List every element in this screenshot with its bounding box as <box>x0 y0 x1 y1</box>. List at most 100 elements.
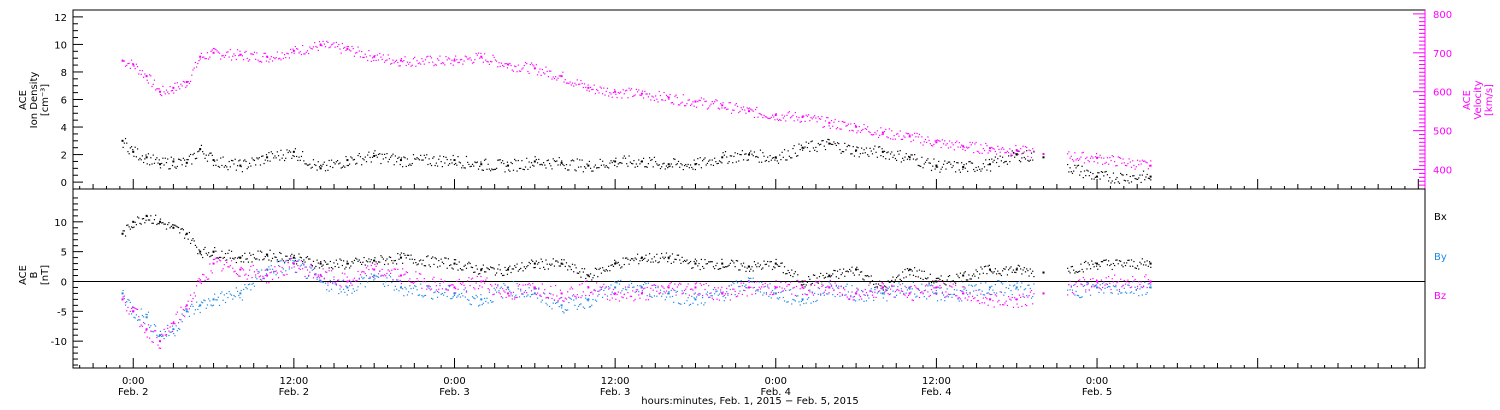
by-sample <box>474 298 476 300</box>
velocity-sample <box>477 52 480 54</box>
by-sample <box>873 299 875 301</box>
bz-point <box>159 340 162 343</box>
by-sample <box>549 305 551 308</box>
velocity-sample <box>616 96 618 99</box>
by-sample <box>708 296 710 298</box>
by-point <box>145 316 148 319</box>
bx-sample <box>540 258 542 260</box>
density-sample <box>644 166 646 168</box>
velocity-sample <box>181 85 183 87</box>
bz-sample <box>1018 294 1021 296</box>
velocity-sample <box>624 90 627 92</box>
bz-sample <box>665 290 668 292</box>
velocity-sample <box>650 99 652 101</box>
by-sample <box>997 280 999 282</box>
density-sample <box>361 164 363 166</box>
velocity-sample <box>668 98 670 100</box>
density-sample <box>212 164 215 167</box>
bx-sample <box>550 264 552 266</box>
bz-sample <box>993 306 995 308</box>
velocity-sample <box>1144 160 1146 162</box>
by-sample <box>745 284 747 286</box>
bx-sample <box>739 269 741 271</box>
velocity-sample <box>873 133 875 136</box>
by-sample <box>799 304 801 306</box>
by-sample <box>630 282 633 285</box>
bz-sample <box>604 293 606 295</box>
date-tick-label: Feb. 4 <box>761 387 791 398</box>
bz-sample <box>186 308 188 310</box>
density-sample <box>481 169 483 171</box>
velocity-sample <box>422 60 424 62</box>
density-sample <box>747 159 749 161</box>
density-sample <box>589 167 592 169</box>
by-sample <box>865 300 868 302</box>
density-sample <box>283 159 286 162</box>
velocity-sample <box>412 58 415 60</box>
bx-sample <box>741 265 743 267</box>
density-sample <box>682 168 684 171</box>
velocity-sample <box>797 119 799 121</box>
bx-sample <box>444 257 446 259</box>
density-sample <box>624 157 627 159</box>
density-sample <box>524 166 527 168</box>
bx-sample <box>661 252 663 255</box>
bz-sample <box>903 293 905 296</box>
bx-sample <box>704 258 706 261</box>
bz-sample <box>324 271 327 273</box>
bx-sample <box>861 271 863 273</box>
velocity-sample <box>838 120 840 123</box>
velocity-sample <box>1128 158 1130 160</box>
velocity-sample <box>968 146 970 149</box>
bz-sample <box>264 269 266 271</box>
bz-sample <box>1126 281 1128 283</box>
velocity-sample <box>841 120 843 123</box>
density-sample <box>463 167 465 169</box>
by-sample <box>215 299 217 301</box>
velocity-sample <box>546 70 548 72</box>
bz-sample <box>136 308 139 311</box>
bx-sample <box>656 253 658 255</box>
time-tick-label: 0:00 <box>122 376 144 387</box>
by-sample <box>656 295 658 297</box>
velocity-sample <box>689 104 692 106</box>
density-sample <box>210 152 212 154</box>
bx-sample <box>848 268 851 271</box>
velocity-sample <box>1093 161 1095 163</box>
bz-sample <box>685 288 687 290</box>
density-point <box>667 163 670 166</box>
bx-sample <box>873 283 875 286</box>
bz-sample <box>240 266 242 269</box>
density-tick-label: 6 <box>61 96 67 107</box>
density-sample <box>544 164 546 166</box>
bx-point <box>159 220 162 223</box>
bz-sample <box>408 280 410 282</box>
by-sample <box>252 282 254 284</box>
date-tick-label: Feb. 3 <box>439 387 469 398</box>
density-sample <box>926 159 928 161</box>
density-tick-label: 12 <box>54 13 67 24</box>
density-sample <box>970 162 972 164</box>
velocity-sample <box>1024 146 1027 148</box>
density-sample <box>393 164 395 166</box>
density-point <box>774 156 777 159</box>
by-sample <box>255 276 257 278</box>
by-sample <box>856 287 858 289</box>
bx-sample <box>162 222 164 224</box>
bx-sample <box>192 238 194 240</box>
velocity-sample <box>149 74 151 76</box>
velocity-sample <box>1085 157 1087 160</box>
by-sample <box>928 284 930 286</box>
velocity-sample <box>214 48 216 50</box>
bz-sample <box>273 270 275 272</box>
velocity-sample <box>818 118 821 120</box>
by-sample <box>294 257 297 259</box>
density-sample <box>950 163 952 165</box>
density-sample <box>381 153 383 155</box>
by-sample <box>616 282 618 284</box>
bz-sample <box>652 289 654 291</box>
bx-sample <box>369 261 371 263</box>
velocity-sample <box>374 54 376 57</box>
density-sample <box>998 165 1000 168</box>
density-sample <box>287 151 289 154</box>
